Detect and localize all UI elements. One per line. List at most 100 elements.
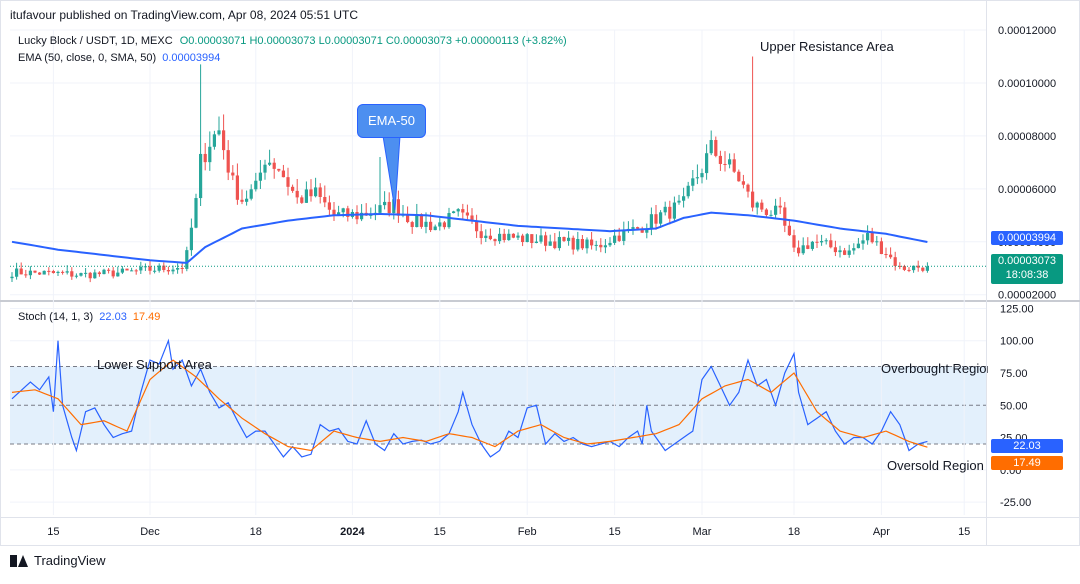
candle-body bbox=[61, 271, 65, 273]
candle-body bbox=[245, 198, 249, 202]
candle-body bbox=[429, 221, 433, 231]
candle-body bbox=[162, 265, 166, 271]
price-axis-tick-label: 0.00002000 bbox=[998, 290, 1056, 302]
candle-body bbox=[410, 222, 414, 228]
candle-body bbox=[304, 189, 308, 203]
candle-body bbox=[525, 234, 529, 243]
candle-body bbox=[787, 225, 791, 236]
ema-50-callout[interactable]: EMA-50 bbox=[357, 104, 426, 138]
candle-body bbox=[226, 150, 230, 173]
candle-body bbox=[856, 243, 860, 249]
candle-body bbox=[153, 270, 157, 272]
candle-body bbox=[272, 162, 276, 169]
candle-body bbox=[493, 239, 497, 242]
candle-body bbox=[498, 233, 502, 242]
candle-body bbox=[171, 269, 175, 272]
last-price-value: 0.00003073 bbox=[997, 255, 1057, 267]
candle-body bbox=[521, 235, 525, 243]
candle-body bbox=[70, 271, 74, 277]
candle-body bbox=[355, 211, 359, 220]
ema-value: 0.00003994 bbox=[162, 52, 221, 64]
candle-body bbox=[176, 267, 180, 270]
price-axis-tick-label: 0.00008000 bbox=[998, 131, 1056, 143]
candle-body bbox=[180, 267, 184, 269]
candle-body bbox=[576, 238, 580, 250]
stoch-d-value: 17.49 bbox=[132, 311, 161, 323]
candle-body bbox=[585, 239, 589, 249]
candle-body bbox=[447, 213, 451, 228]
candle-body bbox=[751, 191, 755, 208]
time-axis-tick-label: 15 bbox=[958, 526, 970, 538]
candle-body bbox=[254, 180, 258, 190]
candle-body bbox=[649, 214, 653, 230]
candle-body bbox=[97, 272, 101, 275]
symbol-name: Lucky Block / USDT, 1D, MEXC bbox=[18, 35, 173, 47]
stoch-legend: Stoch (14, 1, 3) 22.03 17.49 bbox=[18, 311, 160, 323]
candle-body bbox=[461, 209, 465, 213]
candle-body bbox=[185, 250, 189, 269]
candle-body bbox=[893, 257, 897, 266]
stoch-k-line bbox=[11, 338, 928, 458]
candle-body bbox=[268, 162, 272, 165]
candle-body bbox=[452, 211, 456, 214]
candle-body bbox=[889, 254, 893, 258]
candle-body bbox=[484, 235, 488, 239]
candle-body bbox=[645, 229, 649, 233]
stoch-k-value: 22.03 bbox=[99, 311, 127, 323]
price-axis-tick-label: 0.00012000 bbox=[998, 25, 1056, 37]
candle-body bbox=[107, 269, 111, 271]
candle-body bbox=[369, 214, 373, 216]
candle-body bbox=[281, 170, 285, 178]
candle-body bbox=[116, 272, 120, 277]
candle-body bbox=[654, 214, 658, 224]
publish-caption: itufavour published on TradingView.com, … bbox=[10, 8, 358, 22]
candle-body bbox=[157, 265, 161, 271]
candle-body bbox=[907, 269, 911, 271]
candle-body bbox=[189, 227, 193, 251]
candle-body bbox=[755, 202, 759, 208]
candle-body bbox=[28, 270, 32, 276]
candle-body bbox=[732, 159, 736, 172]
candle-body bbox=[875, 241, 879, 243]
candle-body bbox=[580, 238, 584, 249]
candle-body bbox=[488, 235, 492, 240]
price-axis-tick-label: 0.00010000 bbox=[998, 78, 1056, 90]
candle-body bbox=[631, 227, 635, 229]
stoch-d-tag: 17.49 bbox=[991, 456, 1063, 470]
candle-body bbox=[438, 222, 442, 227]
candle-body bbox=[24, 274, 28, 276]
candle-body bbox=[705, 153, 709, 174]
candle-body bbox=[608, 242, 612, 246]
lower-support-annotation: Lower Support Area bbox=[97, 357, 212, 372]
candle-body bbox=[714, 140, 718, 156]
candle-body bbox=[479, 231, 483, 239]
ohlc-change: +0.00000113 (+3.82%) bbox=[455, 35, 567, 47]
candle-body bbox=[829, 240, 833, 248]
candle-body bbox=[544, 235, 548, 246]
candle-body bbox=[15, 268, 19, 277]
candle-body bbox=[231, 172, 235, 176]
candle-body bbox=[323, 197, 327, 203]
candle-body bbox=[203, 153, 207, 163]
candle-body bbox=[199, 153, 203, 199]
candle-body bbox=[594, 244, 598, 246]
candle-body bbox=[838, 250, 842, 253]
ema-label: EMA (50, close, 0, SMA, 50) bbox=[18, 52, 157, 64]
candle-body bbox=[194, 198, 198, 228]
candle-body bbox=[663, 206, 667, 213]
candle-body bbox=[295, 190, 299, 198]
candle-body bbox=[263, 164, 267, 173]
candle-body bbox=[539, 235, 543, 242]
stoch-label: Stoch (14, 1, 3) bbox=[18, 311, 94, 323]
candle-body bbox=[723, 163, 727, 165]
candle-body bbox=[792, 235, 796, 248]
candle-body bbox=[235, 175, 239, 200]
candle-body bbox=[709, 140, 713, 154]
candle-body bbox=[861, 240, 865, 244]
candle-body bbox=[843, 250, 847, 255]
candle-body bbox=[415, 214, 419, 228]
candle-body bbox=[902, 266, 906, 270]
candle-body bbox=[134, 270, 138, 272]
